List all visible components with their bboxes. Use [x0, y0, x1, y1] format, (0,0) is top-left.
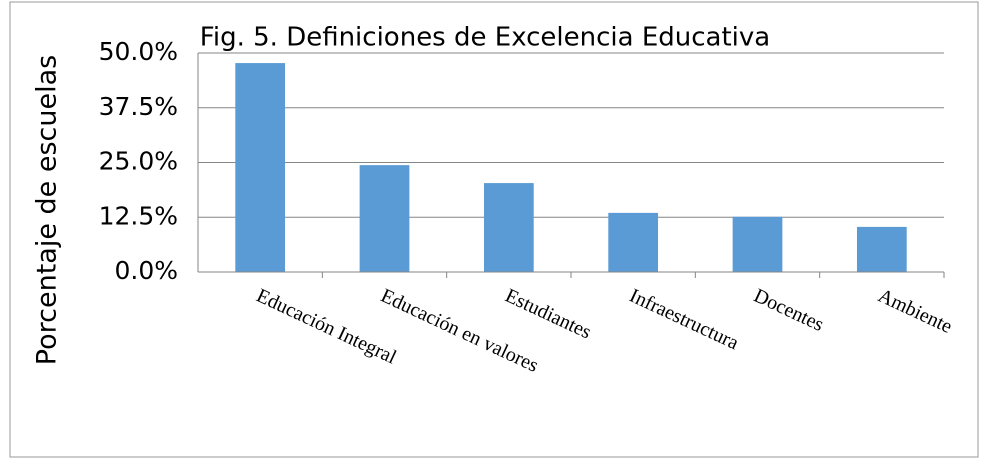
bar — [732, 216, 783, 272]
y-tick-label: 37.5% — [99, 92, 178, 121]
bar — [483, 183, 534, 272]
bar — [856, 226, 907, 272]
bar — [359, 165, 410, 272]
bar — [608, 212, 659, 272]
y-axis-label: Porcentaje de escuelas — [32, 55, 63, 365]
y-tick-label: 50.0% — [99, 37, 178, 66]
bar — [235, 63, 286, 272]
chart-title: Fig. 5. Definiciones de Excelencia Educa… — [200, 23, 770, 53]
y-tick-label: 25.0% — [99, 147, 178, 176]
y-tick-label: 12.5% — [99, 201, 178, 230]
y-tick-label: 0.0% — [114, 256, 178, 285]
